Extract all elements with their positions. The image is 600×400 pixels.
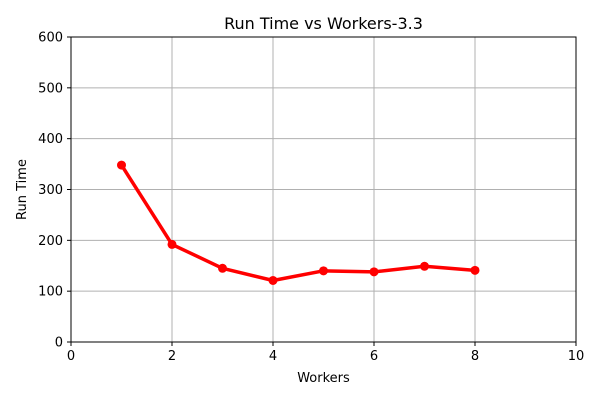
data-point: [319, 266, 328, 276]
series-group: [117, 160, 480, 285]
data-point: [167, 239, 177, 249]
y-tick-label: 100: [38, 285, 63, 300]
series-line: [119, 163, 477, 283]
chart-title: Run Time vs Workers-3.3: [224, 14, 423, 33]
data-point: [117, 160, 126, 170]
x-tick-label: 10: [568, 349, 585, 364]
x-tick-label: 8: [471, 349, 479, 364]
data-point: [420, 261, 429, 271]
data-point: [218, 263, 227, 273]
x-axis-label: Workers: [297, 371, 350, 386]
data-point: [369, 267, 379, 277]
y-tick-label: 200: [38, 234, 63, 249]
y-tick-label: 0: [55, 336, 63, 351]
y-axis-label: Run Time: [15, 159, 30, 220]
y-tick-label: 300: [38, 183, 63, 198]
x-tick-label: 6: [370, 349, 378, 364]
x-tick-label: 0: [67, 349, 75, 364]
y-tick-label: 500: [38, 81, 63, 96]
y-tick-label: 400: [38, 132, 63, 147]
y-tick-label: 600: [38, 31, 63, 46]
data-point: [470, 265, 480, 275]
grid-lines: [70, 36, 577, 343]
data-point: [268, 275, 278, 285]
x-tick-label: 4: [269, 349, 277, 364]
y-axis: 0 100 200 300 400 500 600: [38, 31, 71, 351]
x-tick-label: 2: [168, 349, 176, 364]
x-axis: 0 2 4 6 8 10: [67, 342, 584, 364]
